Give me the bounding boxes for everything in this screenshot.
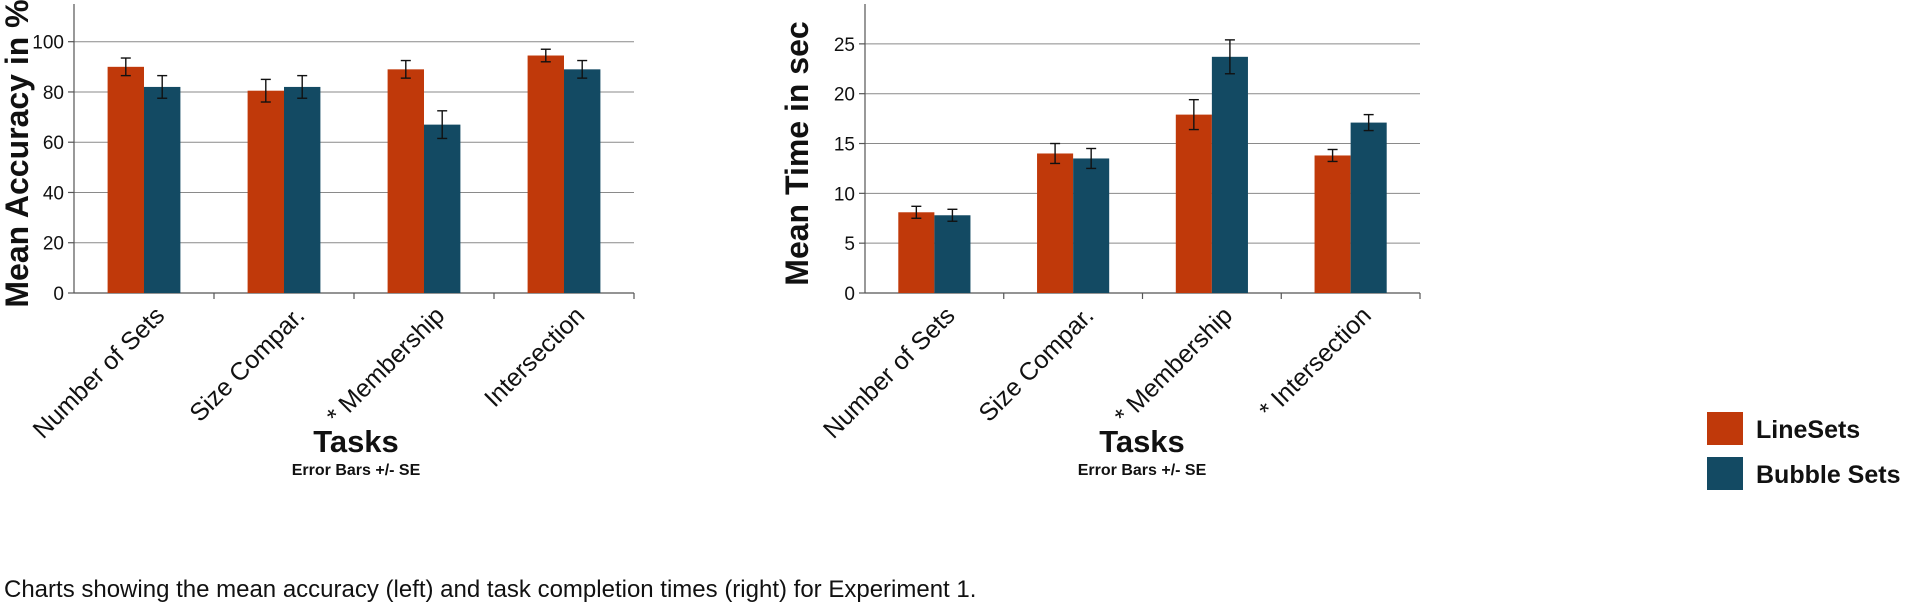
y-tick-label: 20	[834, 85, 855, 106]
figure-caption: Charts showing the mean accuracy (left) …	[4, 576, 977, 603]
legend: LineSets Bubble Sets	[1707, 412, 1900, 490]
y-tick-label: 25	[834, 35, 855, 56]
error-bar-note: Error Bars +/- SE	[292, 462, 421, 479]
y-tick-label: 80	[43, 83, 64, 104]
bar	[284, 86, 321, 293]
bar	[107, 66, 144, 294]
bar	[424, 124, 461, 293]
category-label: * Membership	[1109, 301, 1238, 430]
bar	[144, 86, 181, 293]
y-tick-label: 40	[43, 183, 64, 204]
bar	[1175, 114, 1212, 293]
bar	[247, 90, 284, 293]
category-label: Number of Sets	[28, 301, 171, 444]
legend-swatch	[1707, 457, 1743, 490]
bar	[1073, 158, 1110, 293]
y-tick-label: 20	[43, 234, 64, 255]
category-label: Size Compar.	[973, 301, 1099, 427]
y-axis-title: Mean Time in sec	[779, 21, 815, 285]
category-label: * Membership	[321, 301, 450, 430]
category-label: * Intersection	[1254, 301, 1377, 424]
y-tick-label: 100	[32, 33, 64, 54]
y-tick-label: 15	[834, 135, 855, 156]
x-axis-title: Tasks	[313, 424, 399, 459]
bar	[898, 212, 935, 293]
bar	[564, 69, 601, 293]
y-axis-title: Mean Accuracy in %	[0, 0, 35, 308]
bar	[527, 55, 564, 293]
bar	[387, 69, 424, 293]
time-chart: 0 5 10 15 20 25 Number of Sets Size Compar. * Me…	[779, 4, 1421, 479]
y-tick-label: 5	[844, 234, 855, 255]
category-label: Intersection	[479, 301, 590, 412]
bar	[934, 215, 971, 293]
x-axis-title: Tasks	[1099, 424, 1185, 459]
category-label: Number of Sets	[818, 301, 961, 444]
y-tick-label: 0	[53, 284, 64, 305]
y-tick-label: 10	[834, 184, 855, 205]
error-bar-note: Error Bars +/- SE	[1078, 462, 1207, 479]
accuracy-chart: 0 20 40 60 80 100 Number of Sets Size Compar. * …	[0, 0, 635, 479]
y-tick-label: 60	[43, 133, 64, 154]
legend-swatch	[1707, 412, 1743, 445]
bar	[1037, 153, 1074, 293]
category-label: Size Compar.	[184, 301, 310, 427]
bar	[1211, 56, 1248, 293]
bar	[1350, 122, 1387, 293]
legend-label: LineSets	[1756, 416, 1860, 444]
legend-label: Bubble Sets	[1756, 461, 1900, 489]
bar	[1314, 155, 1351, 293]
y-tick-label: 0	[844, 284, 855, 305]
